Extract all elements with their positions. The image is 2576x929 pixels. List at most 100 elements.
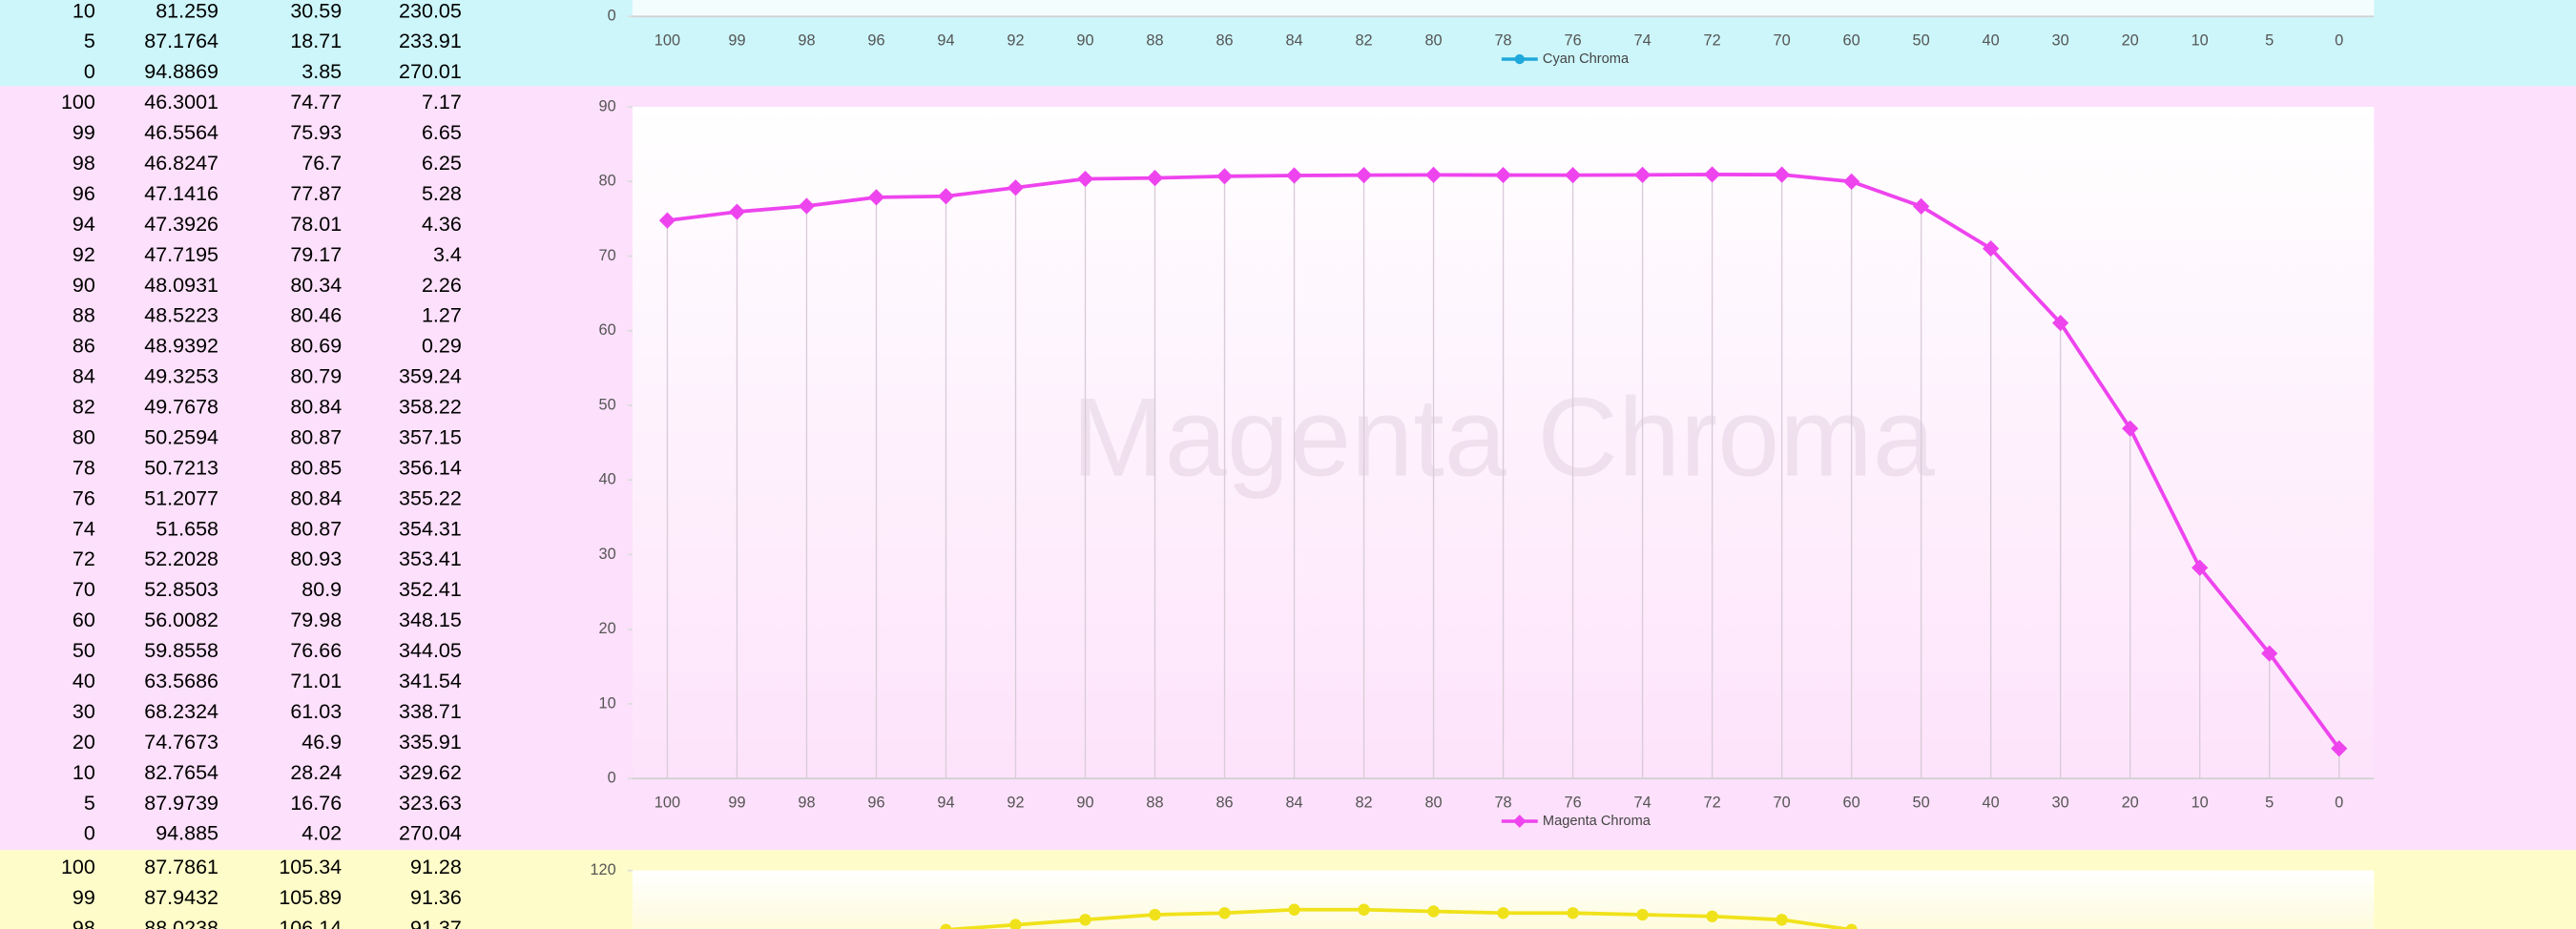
x-tick-label: 92 [1007, 794, 1024, 811]
cell: 99 [73, 886, 95, 909]
cell: 105.34 [279, 856, 342, 878]
cell: 86 [73, 335, 95, 358]
x-tick-label: 86 [1215, 794, 1233, 811]
cell: 106.14 [279, 917, 342, 929]
cell: 51.658 [156, 517, 218, 540]
cell: 56.0082 [144, 609, 218, 631]
cell: 356.14 [399, 456, 462, 479]
cell: 2.26 [422, 274, 462, 297]
x-tick-label: 72 [1704, 794, 1721, 811]
x-tick-label: 88 [1146, 31, 1163, 49]
cell: 74.77 [290, 91, 342, 114]
cell: 79.98 [290, 609, 342, 631]
cell: 92 [73, 243, 95, 266]
x-tick-label: 76 [1564, 31, 1581, 49]
x-tick-label: 30 [2052, 31, 2069, 49]
cell: 94.885 [156, 822, 218, 845]
cell: 358.22 [399, 396, 462, 419]
cell: 91.28 [410, 856, 462, 878]
y-tick-label: 70 [599, 247, 616, 264]
x-tick-label: 10 [2192, 31, 2209, 49]
x-tick-label: 60 [1843, 794, 1860, 811]
x-tick-label: 84 [1285, 794, 1302, 811]
cell: 80.79 [290, 365, 342, 388]
marker [1776, 914, 1788, 926]
cell: 20 [73, 731, 95, 754]
cell: 47.3926 [144, 213, 218, 236]
cell: 3.85 [301, 60, 342, 83]
cell: 80.84 [290, 486, 342, 509]
x-tick-label: 98 [798, 794, 815, 811]
cell: 79.17 [290, 243, 342, 266]
cell: 0 [84, 822, 95, 845]
cell: 47.7195 [144, 243, 218, 266]
x-tick-label: 0 [2335, 794, 2343, 811]
cell: 51.2077 [144, 486, 218, 509]
marker [1358, 903, 1370, 916]
cell: 78 [73, 456, 95, 479]
marker [1497, 907, 1509, 919]
cell: 50 [73, 639, 95, 662]
cell: 48.9392 [144, 335, 218, 358]
marker [1636, 908, 1649, 921]
y-tick-label: 10 [599, 694, 616, 712]
cell: 63.5686 [144, 670, 218, 692]
marker [1007, 179, 1025, 196]
marker [940, 923, 952, 929]
cell: 5 [84, 792, 95, 815]
cell: 94 [73, 213, 95, 236]
cell: 329.62 [399, 761, 462, 784]
y-tick-label: 0 [608, 8, 616, 25]
cell: 80.34 [290, 274, 342, 297]
cell: 52.2028 [144, 547, 218, 570]
cell: 344.05 [399, 639, 462, 662]
y-tick-label: 60 [599, 321, 616, 339]
cell: 0.29 [422, 335, 462, 358]
cell: 335.91 [399, 731, 462, 754]
x-tick-label: 96 [867, 794, 884, 811]
cell: 96 [73, 182, 95, 205]
cell: 76 [73, 486, 95, 509]
cell: 230.05 [399, 0, 462, 22]
cell: 87.7861 [144, 856, 218, 878]
x-tick-label: 90 [1076, 31, 1093, 49]
marker [1149, 908, 1161, 921]
cell: 30 [73, 700, 95, 723]
cell: 80.85 [290, 456, 342, 479]
cell: 46.5564 [144, 121, 218, 144]
cell: 105.89 [279, 886, 342, 909]
y-tick-label: 30 [599, 546, 616, 563]
cell: 71.01 [290, 670, 342, 692]
cell: 98 [73, 152, 95, 175]
cell: 87.9432 [144, 886, 218, 909]
y-tick-label: 50 [599, 396, 616, 413]
cell: 323.63 [399, 792, 462, 815]
x-tick-label: 70 [1774, 31, 1791, 49]
x-tick-label: 40 [1983, 31, 2000, 49]
cell: 94.8869 [144, 60, 218, 83]
x-tick-label: 76 [1564, 794, 1581, 811]
cell: 87.1764 [144, 30, 218, 52]
marker [2122, 420, 2139, 437]
cell: 50.2594 [144, 425, 218, 448]
cell: 87.9739 [144, 792, 218, 815]
x-tick-label: 78 [1494, 31, 1511, 49]
cell: 28.24 [290, 761, 342, 784]
cell: 352.41 [399, 578, 462, 601]
x-tick-label: 100 [654, 31, 680, 49]
x-tick-label: 20 [2122, 31, 2139, 49]
cell: 52.8503 [144, 578, 218, 601]
cyan-plot-area [632, 0, 2375, 17]
cell: 81.259 [156, 0, 218, 22]
cell: 74 [73, 517, 95, 540]
cell: 0 [84, 60, 95, 83]
cell: 72 [73, 547, 95, 570]
x-tick-label: 40 [1983, 794, 2000, 811]
x-tick-label: 84 [1285, 31, 1302, 49]
legend-label: Cyan Chroma [1543, 52, 1630, 67]
y-tick-label: 0 [608, 770, 616, 787]
x-tick-label: 74 [1634, 31, 1652, 49]
x-tick-label: 5 [2265, 794, 2274, 811]
marker [1845, 923, 1858, 929]
